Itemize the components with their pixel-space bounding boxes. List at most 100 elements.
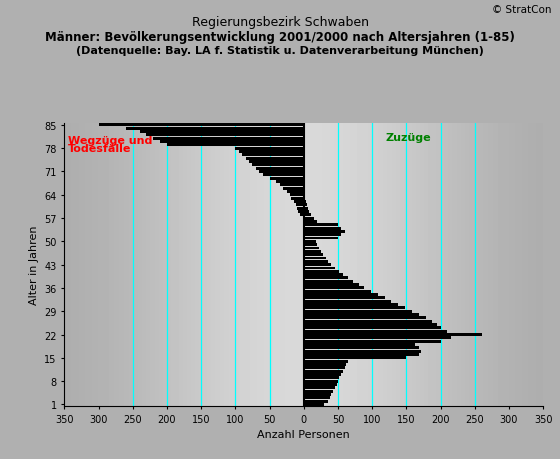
Bar [304, 310, 412, 313]
Text: (Datenquelle: Bay. LA f. Statistik u. Datenverarbeitung München): (Datenquelle: Bay. LA f. Statistik u. Da… [76, 46, 484, 56]
Bar [304, 327, 441, 330]
Bar [259, 171, 304, 174]
Bar [304, 211, 309, 213]
Bar [304, 336, 451, 340]
Bar [249, 161, 304, 163]
Bar [304, 230, 345, 233]
Bar [167, 144, 304, 147]
Bar [304, 204, 306, 207]
Bar [304, 330, 447, 333]
Y-axis label: Alter in Jahren: Alter in Jahren [29, 225, 39, 305]
Bar [239, 151, 304, 154]
Bar [304, 380, 338, 383]
Bar [304, 270, 339, 273]
Bar [304, 263, 331, 267]
Bar [304, 257, 326, 260]
Bar [304, 373, 342, 376]
Text: Regierungsbezirk Schwaben: Regierungsbezirk Schwaben [192, 16, 368, 29]
Bar [269, 177, 304, 180]
Bar [304, 227, 342, 230]
Bar [280, 184, 304, 187]
Bar [304, 237, 338, 240]
Bar [304, 317, 426, 319]
Bar [287, 190, 304, 194]
Bar [246, 157, 304, 160]
Bar [293, 201, 304, 203]
Bar [304, 313, 419, 316]
Bar [300, 214, 304, 217]
Bar [304, 254, 323, 257]
Bar [304, 217, 314, 220]
Bar [304, 333, 482, 336]
Bar [304, 297, 385, 300]
Bar [304, 267, 335, 270]
Bar [304, 244, 318, 246]
Bar [297, 207, 304, 210]
Bar [304, 241, 316, 243]
Bar [304, 207, 308, 210]
Bar [253, 164, 304, 167]
Bar [304, 397, 330, 399]
Bar [235, 147, 304, 150]
Bar [242, 154, 304, 157]
Bar [304, 293, 377, 297]
Bar [296, 204, 304, 207]
Bar [304, 370, 343, 373]
Bar [304, 360, 348, 363]
Bar [304, 340, 441, 343]
Bar [304, 274, 343, 276]
Bar [304, 386, 334, 389]
Bar [304, 214, 311, 217]
Bar [160, 141, 304, 144]
Bar [304, 320, 432, 323]
Bar [304, 403, 324, 406]
Bar [304, 390, 333, 393]
Bar [304, 357, 407, 359]
Bar [304, 197, 305, 200]
Bar [126, 128, 304, 130]
Bar [304, 353, 419, 356]
Text: Männer: Bevölkerungsentwicklung 2001/2000 nach Altersjahren (1-85): Männer: Bevölkerungsentwicklung 2001/200… [45, 31, 515, 44]
Bar [147, 134, 304, 137]
Text: Zuzüge: Zuzüge [386, 132, 432, 142]
Bar [304, 224, 338, 227]
Bar [304, 303, 398, 307]
Bar [304, 250, 321, 253]
Bar [304, 393, 331, 396]
Bar [304, 190, 305, 194]
Text: Wegzüge und: Wegzüge und [68, 135, 152, 146]
Bar [304, 376, 339, 380]
Bar [304, 350, 422, 353]
Bar [304, 300, 391, 303]
Bar [304, 194, 305, 197]
Text: © StratCon: © StratCon [492, 5, 552, 15]
Bar [290, 194, 304, 197]
Bar [304, 260, 328, 263]
Bar [304, 383, 337, 386]
Bar [263, 174, 304, 177]
Bar [304, 220, 318, 224]
Bar [304, 347, 419, 350]
Bar [304, 247, 319, 250]
Bar [298, 211, 304, 213]
Bar [304, 400, 328, 403]
Bar [283, 187, 304, 190]
Bar [304, 280, 353, 283]
Bar [153, 137, 304, 140]
Bar [304, 277, 348, 280]
Bar [256, 167, 304, 170]
Bar [304, 307, 405, 310]
Bar [304, 324, 437, 326]
Text: Todesfälle: Todesfälle [68, 144, 131, 154]
Bar [304, 187, 305, 190]
Bar [304, 290, 371, 293]
Bar [99, 124, 304, 127]
Bar [304, 367, 345, 369]
X-axis label: Anzahl Personen: Anzahl Personen [258, 429, 350, 439]
Bar [292, 197, 304, 200]
Bar [304, 363, 346, 366]
Bar [304, 287, 364, 290]
Bar [304, 234, 342, 237]
Bar [304, 343, 414, 346]
Bar [304, 284, 358, 286]
